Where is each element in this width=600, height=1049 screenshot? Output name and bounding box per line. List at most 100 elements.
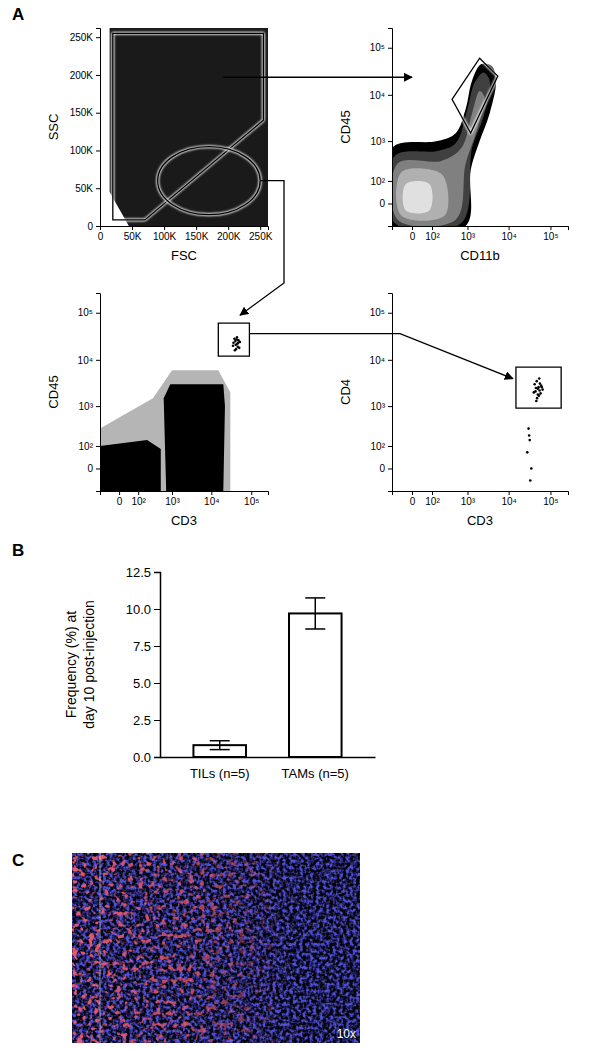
tick-mark [172, 491, 173, 495]
density-region [392, 91, 485, 226]
gate [113, 33, 264, 220]
tick: 10³ [79, 401, 100, 412]
tick: 10⁴ [501, 491, 516, 507]
cell-stain [72, 853, 360, 1043]
tick: 200K [217, 226, 241, 242]
tick: 12.5 [126, 565, 160, 580]
event-dot [235, 338, 238, 341]
tick: 10⁵ [244, 491, 259, 507]
tick-mark [154, 720, 160, 721]
axis-title: CD11b [460, 248, 500, 263]
tick-mark [432, 491, 433, 495]
error-cap [210, 740, 230, 742]
tick-label: TAMs (n=5) [282, 766, 349, 781]
event-dot [539, 382, 542, 385]
tick: 0 [379, 463, 392, 474]
tick-label: 0 [410, 496, 416, 507]
axis-title: CD4 [338, 379, 353, 405]
tick-mark [251, 491, 252, 495]
tick-mark [96, 188, 100, 189]
tick-mark [388, 468, 392, 469]
tick: 7.5 [133, 639, 160, 654]
tick-mark [96, 360, 100, 361]
tick-label: 5.0 [133, 676, 151, 691]
axis-title: CD3 [171, 513, 197, 528]
flow-plot: 010²10³10⁴10⁵010²10³10⁴10⁵CD11bCD45 [338, 29, 569, 264]
event-dot [236, 345, 239, 348]
image-seam [100, 853, 101, 1043]
tick-mark [138, 491, 139, 495]
tick-mark [154, 609, 160, 610]
panel-label: C [12, 851, 24, 870]
tick-mark [132, 226, 133, 230]
tick: 10³ [165, 491, 180, 507]
tick-mark [154, 683, 160, 684]
tick-label: 0 [98, 231, 104, 242]
tick-label: 10⁴ [78, 355, 93, 366]
axis-title: SSC [46, 114, 61, 141]
tick-label: 10⁴ [370, 90, 385, 101]
tick-mark [550, 226, 551, 230]
tick-mark [96, 113, 100, 114]
tick: TILs (n=5) [190, 766, 250, 781]
tick-label: 10² [371, 441, 386, 452]
density-region [392, 64, 496, 226]
tick-mark [154, 757, 160, 758]
x-axis: 010²10³10⁴10⁵ [101, 491, 269, 507]
tick: 150K [185, 226, 209, 242]
tick-label: 10⁴ [501, 231, 516, 242]
event-dot [538, 394, 541, 397]
axis-title: Frequency (%) atday 10 post-injection [63, 600, 97, 728]
tick: 0 [410, 491, 416, 507]
axis-title: CD3 [467, 513, 493, 528]
tick: 10⁵ [370, 42, 392, 53]
error-cap [210, 749, 230, 751]
figure: ABC050K100K150K200K250K050K100K150K200K2… [0, 0, 600, 1049]
flow-plot: 050K100K150K200K250K050K100K150K200K250K… [46, 28, 273, 263]
tick-label: 250K [249, 231, 273, 242]
plot-area [100, 323, 249, 491]
axis-line [96, 294, 101, 492]
tick: 10³ [461, 491, 476, 507]
tick-mark [550, 491, 551, 495]
tick: 50K [124, 226, 142, 242]
tick: 10⁴ [370, 355, 392, 366]
event-dot [530, 467, 533, 470]
tick-label: 0 [117, 496, 123, 507]
tick: 250K [249, 226, 273, 242]
axis-title-line: day 10 post-injection [81, 600, 97, 728]
image-background [72, 853, 360, 1043]
tick: 0 [87, 221, 100, 232]
tick-label: 10⁵ [370, 307, 385, 318]
tick-mark [467, 226, 468, 230]
event-dot [540, 386, 543, 389]
event-dot [535, 400, 538, 403]
density-region [392, 72, 490, 226]
tick-label: 10⁵ [244, 496, 259, 507]
density-region [164, 384, 225, 491]
tick: 10⁴ [204, 491, 219, 507]
tick-mark [96, 313, 100, 314]
axis-line [393, 227, 569, 231]
tick-mark [388, 141, 392, 142]
tick: 10² [79, 441, 100, 452]
tick-label: 10³ [371, 401, 386, 412]
density-region [100, 370, 230, 491]
tick: 50K [75, 183, 100, 194]
tick-mark [412, 491, 413, 495]
tick: 0 [379, 198, 392, 209]
bar [289, 613, 342, 757]
tick-mark [388, 360, 392, 361]
tick-label: TILs (n=5) [190, 766, 250, 781]
tick: 10⁵ [78, 307, 100, 318]
event-dot [528, 434, 531, 437]
y-axis: 0 10² 10³ 10⁴ 10⁵ [370, 294, 393, 492]
event-dot [535, 380, 538, 383]
tick: 2.5 [133, 713, 160, 728]
tick-mark [388, 95, 392, 96]
event-dot [538, 377, 541, 380]
tick-label: 150K [185, 231, 209, 242]
y-axis: 010²10³10⁴10⁵ [78, 294, 101, 492]
y-axis: 0.02.55.07.510.012.5 [126, 565, 161, 765]
tick: 100K [70, 145, 100, 156]
